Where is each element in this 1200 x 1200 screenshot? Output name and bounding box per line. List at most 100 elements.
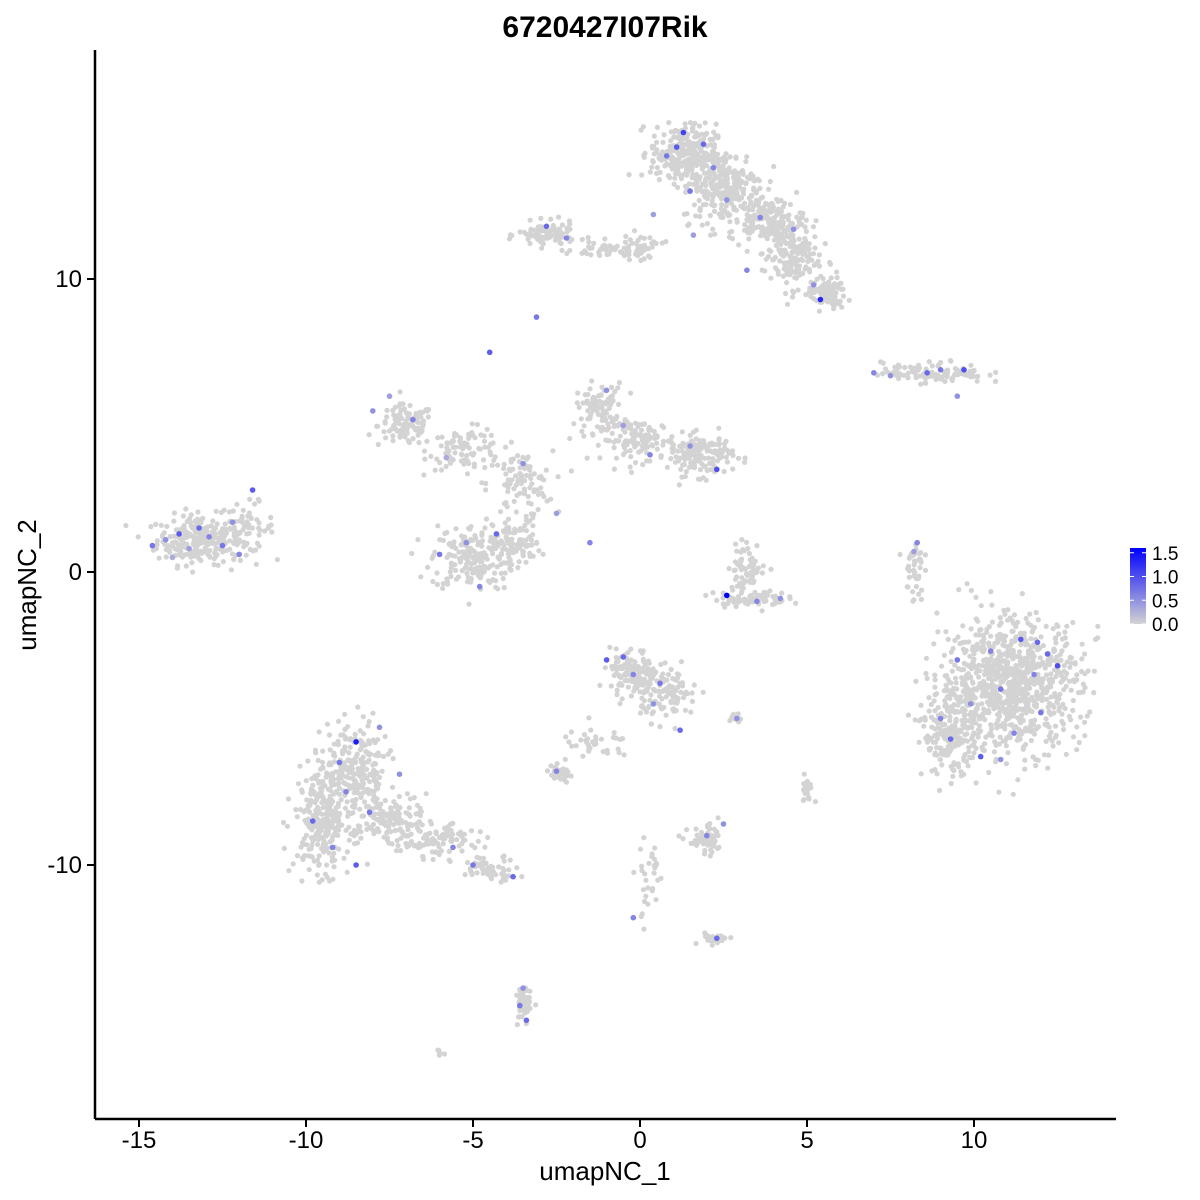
cell-point xyxy=(450,831,456,837)
cell-point xyxy=(970,680,976,686)
cell-point xyxy=(974,687,980,693)
cell-point xyxy=(641,421,648,427)
cell-point xyxy=(716,442,722,448)
cell-point xyxy=(395,843,401,849)
cell-point xyxy=(941,652,948,658)
cell-point xyxy=(567,435,573,442)
cell-point xyxy=(411,795,417,801)
cell-point xyxy=(360,785,366,791)
cell-point xyxy=(323,833,329,839)
cell-point xyxy=(1023,699,1029,706)
cell-point xyxy=(759,251,765,257)
cell-point xyxy=(1007,700,1013,706)
cell-point xyxy=(708,232,714,238)
cell-point xyxy=(351,790,357,796)
cell-point xyxy=(991,749,998,755)
cell-point xyxy=(382,419,388,425)
cell-point xyxy=(681,461,688,468)
cell-point xyxy=(1091,690,1097,696)
cell-point xyxy=(959,717,965,724)
cell-point xyxy=(675,150,681,156)
cell-point xyxy=(228,567,234,573)
cell-point xyxy=(692,120,698,126)
cell-point xyxy=(584,400,590,406)
cell-point xyxy=(975,727,982,733)
cell-point xyxy=(1035,671,1041,678)
cell-point xyxy=(718,214,724,220)
cell-point xyxy=(338,797,344,803)
cell-point xyxy=(406,411,412,417)
cell-point xyxy=(812,245,818,251)
cell-point xyxy=(699,181,706,187)
cell-point xyxy=(566,739,572,745)
cell-point xyxy=(1051,667,1058,673)
cell-point xyxy=(972,710,978,716)
cell-point xyxy=(795,250,801,256)
cell-point xyxy=(742,455,748,461)
cell-point xyxy=(314,872,320,878)
cell-point xyxy=(586,239,592,245)
cell-point xyxy=(803,217,809,223)
cell-point xyxy=(290,861,296,867)
cell-point xyxy=(594,424,601,430)
cell-point xyxy=(1037,655,1043,661)
cell-point xyxy=(791,248,798,254)
cell-point xyxy=(605,421,611,427)
cell-point xyxy=(316,862,322,868)
cell-point xyxy=(952,709,958,715)
cell-point xyxy=(478,432,484,438)
cell-point xyxy=(639,695,645,701)
cell-point xyxy=(671,706,677,712)
cell-point xyxy=(308,791,314,797)
cell-point xyxy=(1052,647,1058,654)
cell-point xyxy=(660,688,666,694)
cell-point xyxy=(590,399,596,405)
cell-point xyxy=(697,174,703,180)
expression-point xyxy=(563,235,570,241)
cell-point xyxy=(304,797,310,803)
cell-point xyxy=(949,705,955,711)
cell-point xyxy=(371,793,377,799)
cell-point xyxy=(413,410,419,417)
cell-point xyxy=(393,827,399,833)
cell-point xyxy=(481,438,488,444)
cell-point xyxy=(386,824,392,830)
cell-point xyxy=(322,841,329,847)
cell-point xyxy=(978,603,984,609)
cell-point xyxy=(527,553,533,560)
cell-point xyxy=(727,219,733,225)
cell-point xyxy=(657,724,663,730)
cell-point xyxy=(749,193,755,199)
cell-point xyxy=(631,869,637,876)
cell-point xyxy=(211,556,217,562)
cell-point xyxy=(331,759,337,765)
cell-point xyxy=(590,739,596,745)
cell-point xyxy=(1009,686,1015,692)
cell-point xyxy=(327,878,333,884)
cell-point xyxy=(568,468,575,474)
cell-point xyxy=(950,687,956,693)
cell-point xyxy=(971,651,977,657)
cell-point xyxy=(796,236,802,242)
cell-point xyxy=(578,737,584,743)
cell-point xyxy=(668,148,675,154)
cell-point xyxy=(181,552,187,558)
cell-point xyxy=(525,519,531,525)
cell-point xyxy=(904,584,910,590)
cell-point xyxy=(500,575,506,582)
cell-point xyxy=(672,725,678,732)
cell-point xyxy=(766,186,772,192)
cell-point xyxy=(367,824,373,830)
cell-point xyxy=(517,229,523,235)
cell-point xyxy=(550,448,556,454)
cell-point xyxy=(421,448,428,454)
cell-point xyxy=(286,868,292,874)
cell-point xyxy=(357,806,363,812)
expression-point xyxy=(236,551,242,558)
cell-point xyxy=(694,151,701,157)
cell-point xyxy=(1082,671,1088,677)
cell-point xyxy=(525,542,531,549)
cell-point xyxy=(1054,670,1061,677)
cell-point xyxy=(203,549,209,555)
cell-point xyxy=(978,627,984,633)
